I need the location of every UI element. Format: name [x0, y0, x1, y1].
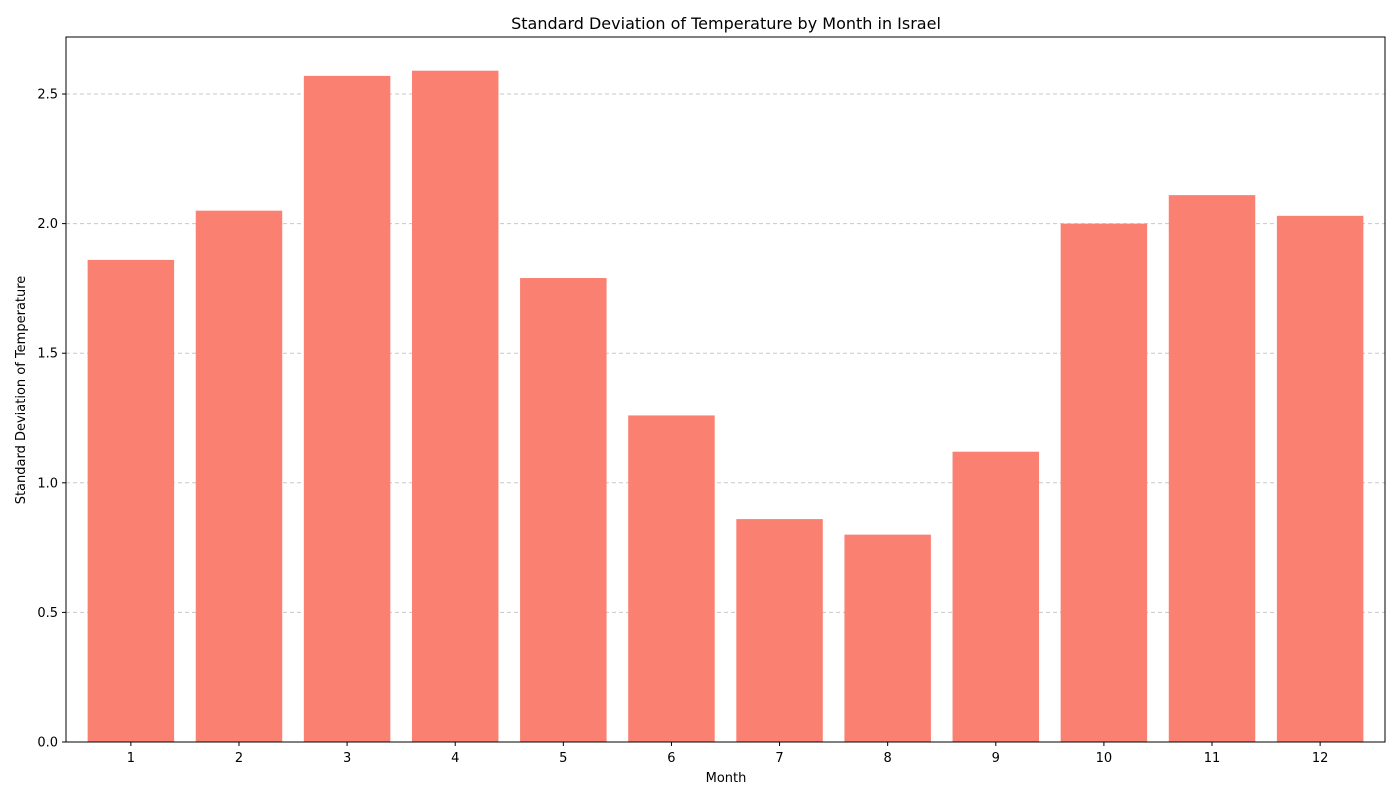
bar-month-4: [411, 70, 499, 743]
x-tick-label: 9: [992, 751, 1000, 766]
plot-frame: [65, 36, 1386, 743]
x-axis-label: Month: [706, 771, 747, 786]
grid-lines: [66, 93, 1385, 613]
x-tick-label: 6: [667, 751, 675, 766]
bar-month-11: [1168, 195, 1256, 742]
bar-month-1: [87, 259, 175, 742]
y-tick-label: 1.0: [37, 476, 58, 491]
y-tick-label: 0.5: [37, 606, 58, 621]
y-axis-ticks: 0.0 0.5 1.0 1.5 2.0 2.5: [37, 88, 66, 751]
bar-month-3: [303, 75, 391, 743]
bars: [87, 70, 1364, 743]
bar-month-7: [736, 519, 823, 742]
chart-title: Standard Deviation of Temperature by Mon…: [511, 14, 941, 33]
x-tick-label: 1: [127, 751, 135, 766]
x-tick-label: 3: [343, 751, 351, 766]
y-tick-label: 1.5: [37, 347, 58, 362]
y-axis-label: Standard Deviation of Temperature: [14, 276, 29, 505]
x-tick-label: 5: [559, 751, 567, 766]
x-tick-label: 8: [884, 751, 892, 766]
bar-month-5: [520, 278, 607, 742]
bar-month-12: [1276, 215, 1364, 742]
y-tick-label: 2.0: [37, 217, 58, 232]
y-tick-label: 0.0: [37, 736, 58, 751]
y-tick-label: 2.5: [37, 88, 58, 103]
bar-month-8: [844, 534, 931, 742]
x-tick-label: 10: [1096, 751, 1113, 766]
x-axis-ticks: 1 2 3 4 5 6 7 8 9 10 11 12: [127, 742, 1329, 766]
x-tick-label: 12: [1312, 751, 1329, 766]
x-tick-label: 11: [1204, 751, 1221, 766]
bar-month-2: [195, 210, 283, 742]
x-tick-label: 4: [451, 751, 459, 766]
x-tick-label: 2: [235, 751, 243, 766]
bar-month-9: [952, 451, 1040, 742]
bar-month-10: [1060, 223, 1148, 742]
bar-month-6: [628, 415, 715, 742]
x-tick-label: 7: [775, 751, 783, 766]
